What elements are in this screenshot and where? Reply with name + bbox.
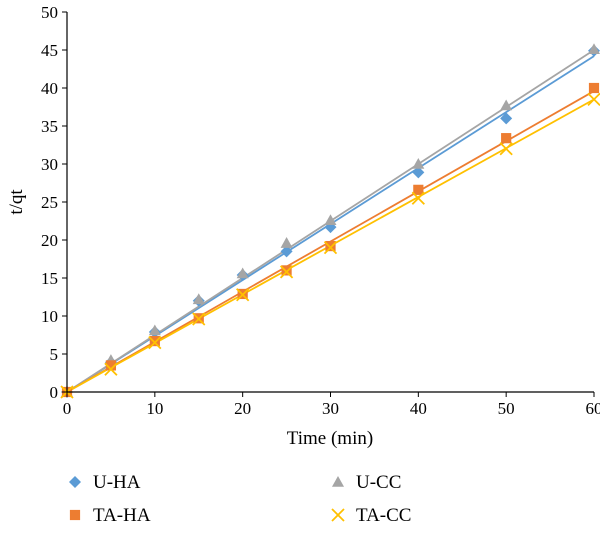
point-u-ha [280,245,293,258]
legend-label: TA-HA [93,505,151,526]
x-tick-label: 0 [63,399,72,418]
point-ta-cc [279,265,294,279]
point-ta-ha [105,360,117,371]
y-tick-labels: 0 5 10 15 20 25 30 35 40 45 50 [41,3,67,402]
y-tick-label: 10 [41,307,58,326]
legend-marker-u-ha [69,476,81,488]
y-tick-label: 30 [41,155,58,174]
point-ta-cc [104,362,118,376]
y-tick-label: 25 [41,193,58,212]
point-ta-cc [148,335,162,350]
y-tick-label: 20 [41,231,58,250]
point-u-cc [192,293,205,305]
legend-item-u-ha: U-HA [69,472,141,493]
point-ta-ha [325,240,336,252]
legend-label: U-CC [356,472,401,493]
legend-marker-u-cc [332,476,344,487]
x-tick-labels: 0 10 20 30 40 50 60 [63,392,600,418]
point-u-cc [324,214,337,226]
point-u-cc [280,237,293,248]
point-ta-cc [411,191,425,205]
y-tick-label: 15 [41,269,58,288]
point-u-cc [500,99,513,111]
x-tick-label: 20 [234,399,251,418]
legend-item-ta-ha: TA-HA [69,505,151,526]
x-tick-label: 50 [498,399,515,418]
point-ta-ha [281,265,292,276]
y-axis-label: t/qt [6,189,27,215]
point-u-cc [148,324,161,336]
y-tick-label: 5 [50,345,59,364]
x-tick-label: 30 [322,399,339,418]
point-ta-cc [587,92,600,107]
point-u-cc [412,158,425,169]
point-u-cc [236,267,249,279]
legend-marker-ta-ha [69,509,81,521]
point-u-cc [588,43,600,55]
point-u-ha [412,166,425,179]
point-ta-cc [499,142,513,156]
axes [66,12,594,393]
point-ta-cc [236,288,250,302]
legend-label: TA-CC [356,505,411,526]
y-tick-label: 45 [41,41,58,60]
legend-item-u-cc: U-CC [332,472,401,493]
x-tick-label: 60 [586,399,600,418]
point-ta-cc [192,312,206,326]
legend-label: U-HA [93,472,141,493]
y-tick-label: 40 [41,79,58,98]
point-ta-cc [323,240,338,255]
point-ta-ha [149,335,160,347]
x-tick-label: 10 [146,399,163,418]
x-tick-label: 40 [410,399,427,418]
y-tick-label: 35 [41,117,58,136]
y-tick-label: 0 [50,383,59,402]
legend-marker-ta-cc [331,508,345,522]
y-tick-label: 50 [41,3,58,22]
point-ta-ha [413,184,424,195]
point-ta-ha [588,82,600,94]
legend-item-ta-cc: TA-CC [331,505,411,526]
x-axis-label: Time (min) [287,428,373,449]
point-ta-ha [501,133,512,144]
legend: U-HA U-CC TA-HA TA-CC [69,472,411,526]
point-u-ha [500,112,513,125]
